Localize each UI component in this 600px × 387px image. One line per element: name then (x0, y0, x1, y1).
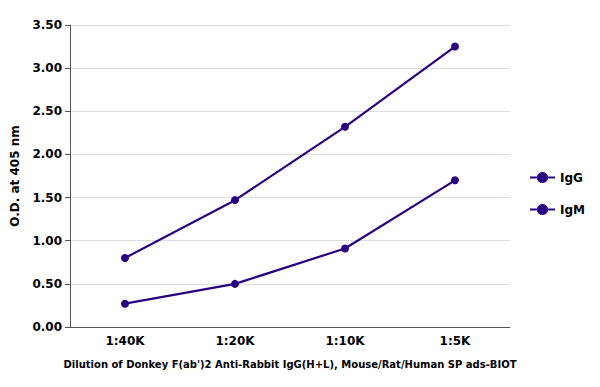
svg-text:Dilution of Donkey F(ab')2 Ant: Dilution of Donkey F(ab')2 Anti-Rabbit I… (64, 359, 517, 370)
svg-text:3.50: 3.50 (32, 18, 62, 32)
svg-text:1:20K: 1:20K (215, 334, 255, 348)
svg-text:2.00: 2.00 (32, 147, 62, 161)
svg-text:IgM: IgM (560, 203, 585, 217)
svg-text:1.00: 1.00 (32, 234, 62, 248)
svg-text:1:10K: 1:10K (325, 334, 365, 348)
svg-text:1.50: 1.50 (32, 191, 62, 205)
svg-text:1:5K: 1:5K (440, 334, 471, 348)
svg-text:0.50: 0.50 (32, 277, 62, 291)
svg-text:1:40K: 1:40K (105, 334, 145, 348)
svg-text:IgG: IgG (560, 171, 583, 185)
svg-text:3.00: 3.00 (32, 61, 62, 75)
svg-text:0.00: 0.00 (32, 320, 62, 334)
svg-text:O.D. at 405 nm: O.D. at 405 nm (8, 125, 22, 226)
svg-text:2.50: 2.50 (32, 104, 62, 118)
